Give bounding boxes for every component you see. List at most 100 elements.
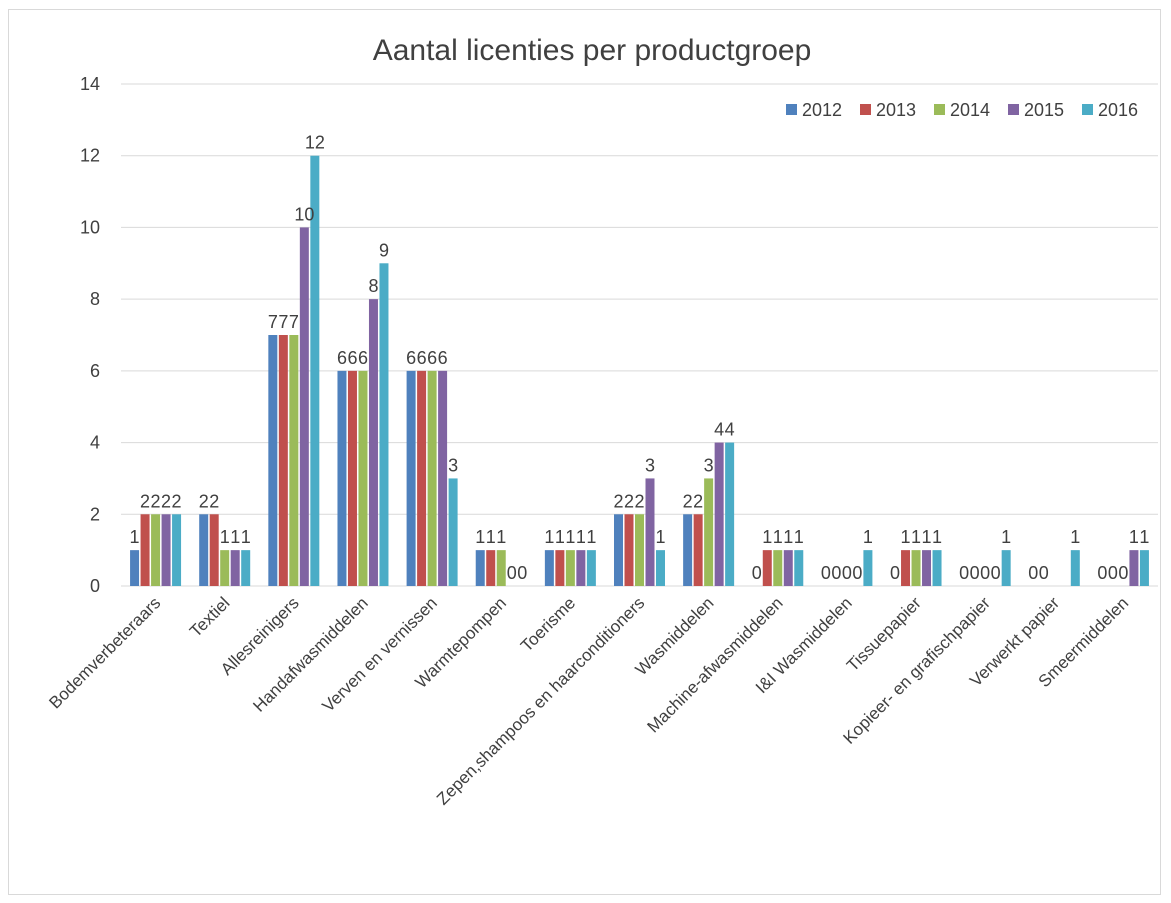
data-label: 1 — [130, 527, 140, 547]
data-label: 0 — [1097, 563, 1107, 583]
bar — [347, 370, 357, 586]
legend-swatch — [860, 104, 871, 115]
bar — [438, 370, 448, 586]
bar — [922, 550, 932, 586]
data-label: 1 — [1139, 527, 1149, 547]
bar — [358, 370, 368, 586]
data-label: 0 — [980, 563, 990, 583]
data-label: 1 — [555, 527, 565, 547]
bar — [299, 227, 309, 586]
data-label: 1 — [565, 527, 575, 547]
data-label: 8 — [368, 276, 378, 296]
y-tick-label: 2 — [90, 504, 100, 524]
data-label: 1 — [911, 527, 921, 547]
data-label: 0 — [1118, 563, 1128, 583]
bar — [683, 514, 693, 586]
legend-swatch — [934, 104, 945, 115]
data-label: 1 — [576, 527, 586, 547]
y-tick-label: 8 — [90, 289, 100, 309]
bar — [230, 550, 240, 586]
data-label: 10 — [294, 204, 314, 224]
bar — [337, 370, 347, 586]
data-label: 0 — [507, 563, 517, 583]
bar — [932, 550, 942, 586]
data-label: 2 — [140, 491, 150, 511]
data-label: 2 — [199, 491, 209, 511]
bar — [762, 550, 772, 586]
legend-swatch — [1008, 104, 1019, 115]
data-label: 2 — [209, 491, 219, 511]
data-label: 0 — [752, 563, 762, 583]
bar — [161, 514, 171, 586]
y-tick-label: 6 — [90, 361, 100, 381]
bar — [624, 514, 634, 586]
bar — [693, 514, 703, 586]
data-label: 2 — [683, 491, 693, 511]
data-label: 1 — [230, 527, 240, 547]
data-label: 1 — [773, 527, 783, 547]
legend-swatch — [786, 104, 797, 115]
bar — [496, 550, 506, 586]
bar — [911, 550, 921, 586]
y-tick-label: 14 — [80, 74, 100, 94]
data-label: 7 — [268, 312, 278, 332]
bar — [1139, 550, 1149, 586]
category-label: Textiel — [186, 593, 234, 641]
bar — [635, 514, 644, 586]
data-label: 0 — [821, 563, 831, 583]
bar — [656, 550, 665, 586]
bar — [773, 550, 783, 586]
bar — [1070, 550, 1080, 586]
category-label: Kopieer- en grafischpapier — [840, 593, 995, 748]
bar — [310, 155, 320, 586]
data-label: 2 — [693, 491, 703, 511]
bar — [417, 370, 427, 586]
category-label: Toerisme — [517, 593, 579, 655]
data-label: 0 — [970, 563, 980, 583]
data-label: 1 — [1070, 527, 1080, 547]
bar — [278, 335, 288, 586]
data-label: 2 — [161, 491, 171, 511]
data-label: 3 — [448, 455, 458, 475]
bar — [268, 335, 278, 586]
data-label: 2 — [172, 491, 182, 511]
bar — [1001, 550, 1011, 586]
bar — [406, 370, 416, 586]
data-label: 1 — [922, 527, 932, 547]
data-label: 1 — [901, 527, 911, 547]
bar — [645, 478, 655, 586]
data-label: 1 — [762, 527, 772, 547]
data-label: 0 — [1039, 563, 1049, 583]
y-tick-label: 10 — [80, 217, 100, 237]
data-label: 0 — [842, 563, 852, 583]
data-label: 1 — [794, 527, 804, 547]
data-label: 7 — [289, 312, 299, 332]
bar — [544, 550, 554, 586]
category-label: Handafwasmiddelen — [249, 593, 371, 715]
data-label: 0 — [852, 563, 862, 583]
data-label: 1 — [486, 527, 496, 547]
legend-label: 2015 — [1024, 100, 1064, 120]
data-label: 0 — [991, 563, 1001, 583]
data-label: 6 — [406, 348, 416, 368]
data-label: 1 — [496, 527, 506, 547]
data-label: 1 — [544, 527, 554, 547]
y-tick-label: 12 — [80, 146, 100, 166]
data-label: 6 — [347, 348, 357, 368]
data-label: 2 — [624, 491, 634, 511]
bar — [140, 514, 150, 586]
bar — [151, 514, 161, 586]
data-label: 1 — [1001, 527, 1011, 547]
legend-label: 2013 — [876, 100, 916, 120]
bar — [565, 550, 575, 586]
data-label: 3 — [645, 455, 655, 475]
data-label: 7 — [278, 312, 288, 332]
data-label: 12 — [305, 133, 325, 153]
data-label: 0 — [959, 563, 969, 583]
bar — [486, 550, 496, 586]
legend-label: 2016 — [1098, 100, 1138, 120]
bar — [130, 550, 140, 586]
data-label: 0 — [1028, 563, 1038, 583]
bar — [241, 550, 251, 586]
data-label: 1 — [932, 527, 942, 547]
